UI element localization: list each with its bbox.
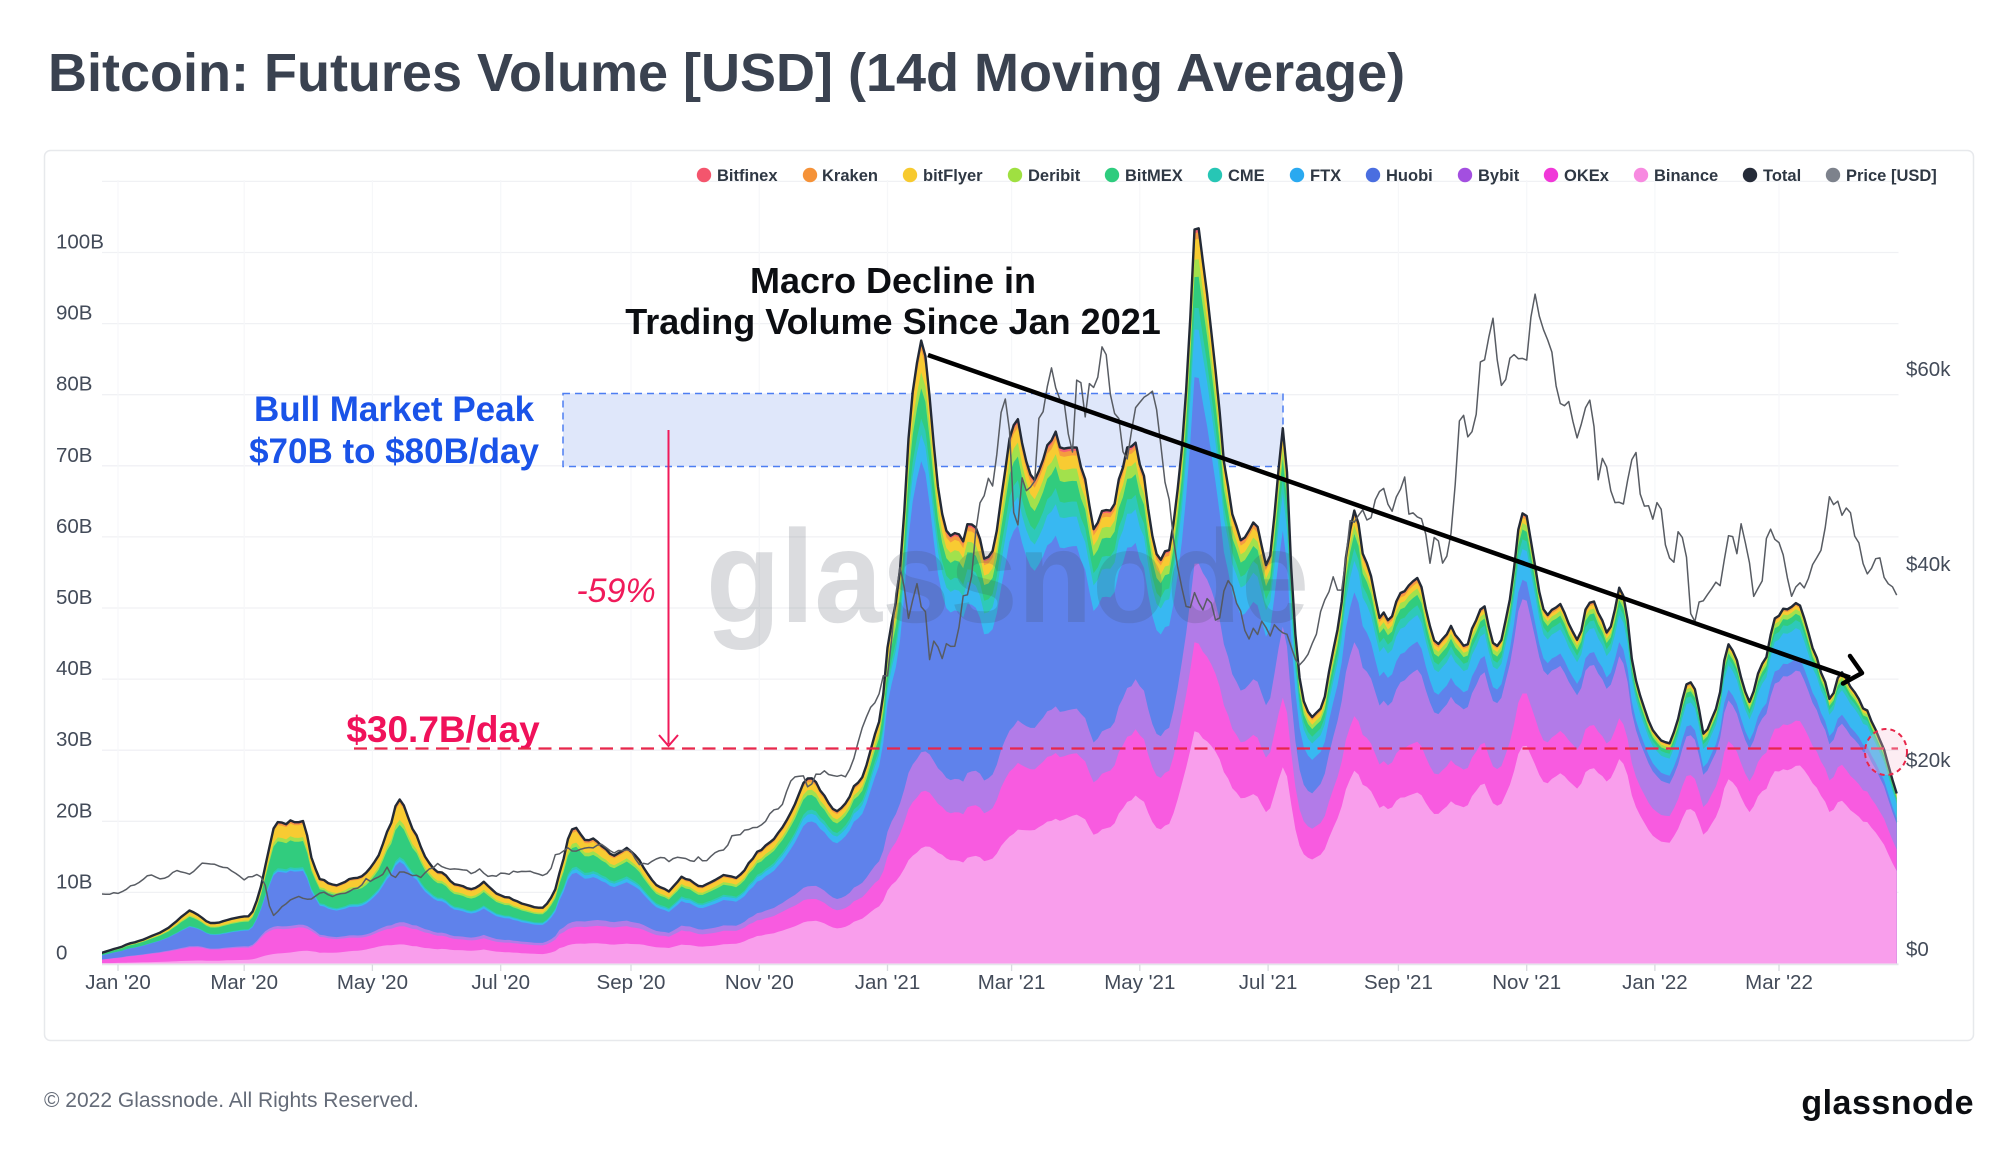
svg-text:100B: 100B bbox=[56, 231, 104, 254]
svg-text:50B: 50B bbox=[56, 586, 92, 609]
svg-text:40B: 40B bbox=[56, 657, 92, 680]
svg-text:Jul '20: Jul '20 bbox=[471, 971, 530, 994]
svg-text:0: 0 bbox=[56, 942, 67, 965]
svg-text:glassnode: glassnode bbox=[706, 503, 1309, 650]
svg-text:May '21: May '21 bbox=[1104, 971, 1175, 994]
svg-text:Nov '21: Nov '21 bbox=[1492, 971, 1561, 994]
svg-text:20B: 20B bbox=[56, 799, 92, 822]
svg-text:10B: 10B bbox=[56, 870, 92, 893]
svg-text:Bybit: Bybit bbox=[1478, 167, 1520, 185]
svg-text:Mar '21: Mar '21 bbox=[978, 971, 1046, 994]
svg-text:$40k: $40k bbox=[1906, 553, 1951, 576]
svg-text:70B: 70B bbox=[56, 444, 92, 467]
svg-text:Price [USD]: Price [USD] bbox=[1846, 167, 1937, 185]
svg-text:Mar '22: Mar '22 bbox=[1745, 971, 1813, 994]
svg-text:© 2022 Glassnode. All Rights R: © 2022 Glassnode. All Rights Reserved. bbox=[44, 1089, 419, 1112]
svg-text:Bull Market Peak: Bull Market Peak bbox=[254, 390, 535, 429]
svg-text:Jan '20: Jan '20 bbox=[85, 971, 150, 994]
svg-text:Mar '20: Mar '20 bbox=[210, 971, 278, 994]
svg-text:Total: Total bbox=[1763, 167, 1801, 185]
svg-text:60B: 60B bbox=[56, 515, 92, 538]
svg-text:Bitfinex: Bitfinex bbox=[717, 167, 778, 185]
svg-text:Sep '21: Sep '21 bbox=[1364, 971, 1433, 994]
svg-text:$20k: $20k bbox=[1906, 749, 1951, 772]
svg-text:May '20: May '20 bbox=[337, 971, 408, 994]
svg-text:$30.7B/day: $30.7B/day bbox=[346, 709, 540, 750]
svg-text:BitMEX: BitMEX bbox=[1125, 167, 1183, 185]
svg-text:$70B to $80B/day: $70B to $80B/day bbox=[249, 432, 539, 471]
svg-text:Deribit: Deribit bbox=[1028, 167, 1081, 185]
svg-text:Kraken: Kraken bbox=[822, 167, 878, 185]
svg-text:$60k: $60k bbox=[1906, 358, 1951, 381]
svg-text:Jul '21: Jul '21 bbox=[1239, 971, 1298, 994]
svg-text:90B: 90B bbox=[56, 302, 92, 325]
svg-text:Nov '20: Nov '20 bbox=[725, 971, 794, 994]
svg-text:OKEx: OKEx bbox=[1564, 167, 1610, 185]
svg-text:Huobi: Huobi bbox=[1386, 167, 1433, 185]
svg-text:glassnode: glassnode bbox=[1801, 1084, 1974, 1122]
svg-text:80B: 80B bbox=[56, 373, 92, 396]
svg-text:Trading Volume Since Jan 2021: Trading Volume Since Jan 2021 bbox=[625, 301, 1161, 342]
svg-text:Bitcoin: Futures Volume [USD]: Bitcoin: Futures Volume [USD] (14d Movin… bbox=[48, 43, 1405, 103]
svg-text:30B: 30B bbox=[56, 728, 92, 751]
svg-text:Sep '20: Sep '20 bbox=[597, 971, 666, 994]
svg-text:CME: CME bbox=[1228, 167, 1265, 185]
svg-text:$0: $0 bbox=[1906, 938, 1929, 961]
svg-text:Jan '21: Jan '21 bbox=[855, 971, 920, 994]
svg-text:Macro Decline in: Macro Decline in bbox=[750, 260, 1036, 301]
svg-text:bitFlyer: bitFlyer bbox=[923, 167, 983, 185]
svg-text:FTX: FTX bbox=[1310, 167, 1341, 185]
svg-text:Jan '22: Jan '22 bbox=[1622, 971, 1687, 994]
svg-text:Binance: Binance bbox=[1654, 167, 1718, 185]
svg-text:-59%: -59% bbox=[576, 572, 655, 610]
